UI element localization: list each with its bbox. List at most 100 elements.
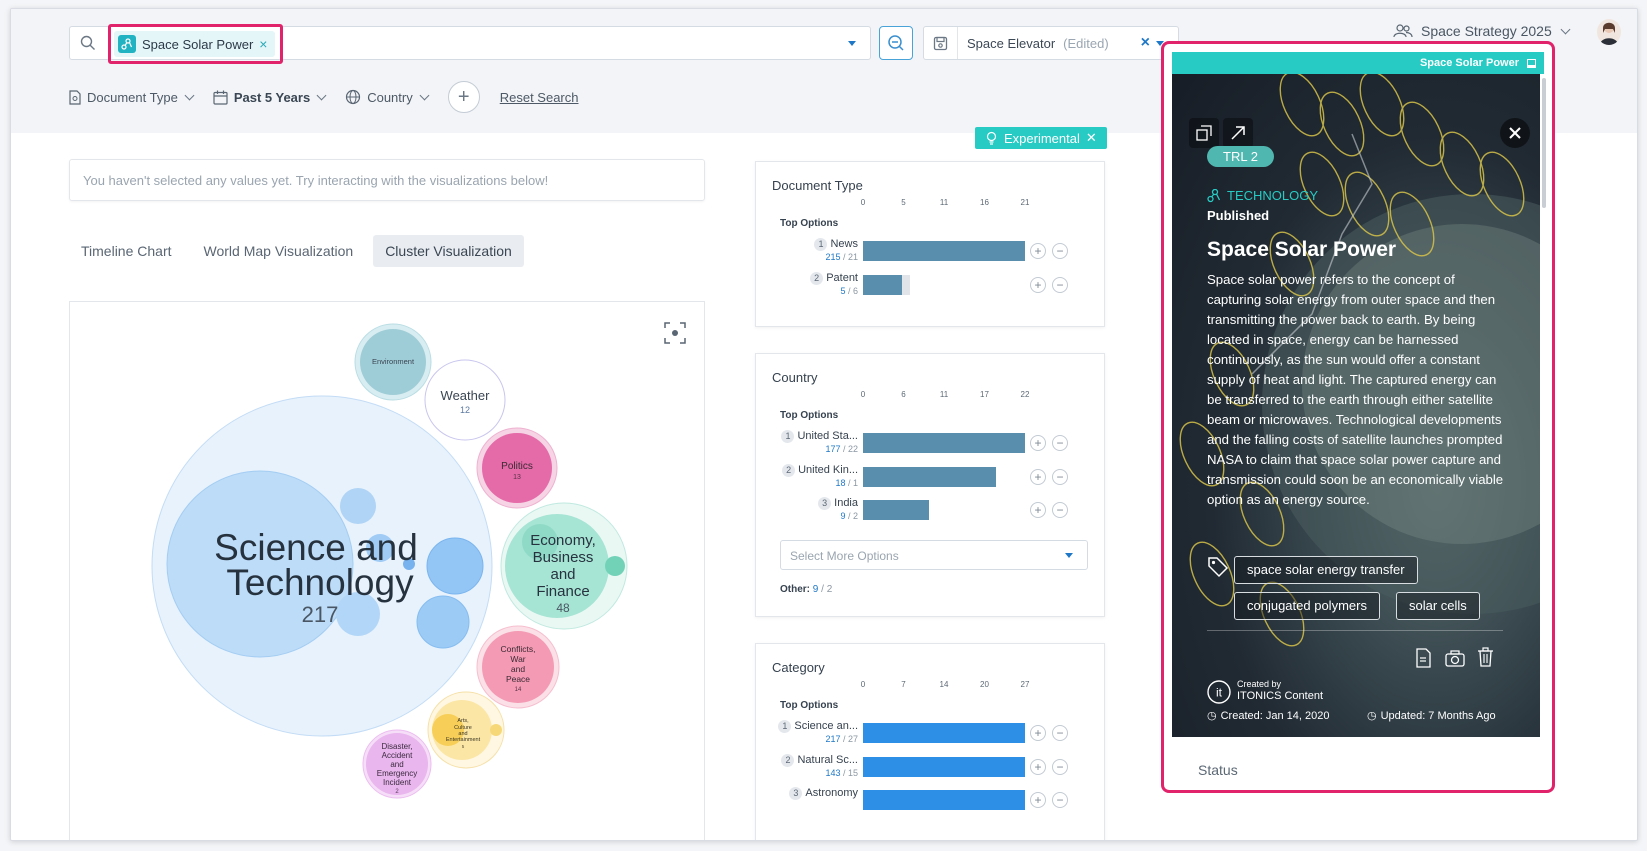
country-filter[interactable]: Country [345,89,430,105]
bubble-politics[interactable]: Politics 13 [476,427,558,509]
facet-row[interactable]: 1 News 215 / 21 + − [756,238,1104,268]
bubble-arts-line3: and [458,731,467,737]
search-dropdown-caret-icon[interactable] [848,41,856,46]
exclude-button[interactable]: − [1052,792,1068,808]
facet-bar[interactable] [863,467,996,487]
bubble-conflicts[interactable]: Conflicts, War and Peace 14 [476,625,560,709]
reset-search-link[interactable]: Reset Search [499,89,579,105]
tag-chip[interactable]: space solar energy transfer [1234,556,1418,584]
include-button[interactable]: + [1030,469,1046,485]
facet-row[interactable]: 2 Natural Sc... 143 / 15 + − [756,754,1104,784]
include-button[interactable]: + [1030,277,1046,293]
facet-bar[interactable] [863,433,1025,453]
bubble-arts-line1: Arts, [457,718,469,724]
row-count: 5 / 6 [840,286,858,296]
facet-row[interactable]: 1 United Sta... 177 / 22 + − [756,430,1104,460]
tick-label: 27 [1020,680,1030,689]
search-input[interactable]: Space Solar Power × [69,24,871,64]
exclude-button[interactable]: − [1052,435,1068,451]
row-count: 18 / 1 [835,478,858,488]
include-button[interactable]: + [1030,243,1046,259]
facet-bar[interactable] [863,275,902,295]
divider [1207,630,1503,631]
bubble-economy[interactable]: Economy, Business and Finance 48 [500,502,628,630]
tab-world-map[interactable]: World Map Visualization [203,243,354,259]
focus-icon[interactable] [664,322,686,344]
axis-ticks: 0 6 11 17 22 [861,390,1030,402]
facet-bar[interactable] [863,790,1025,810]
facet-row[interactable]: 3 Astronomy + − [756,787,1104,817]
avatar[interactable] [1597,19,1621,45]
workspace-selector[interactable]: Space Strategy 2025 [1393,23,1571,39]
globe-icon [346,89,361,105]
bubble-weather[interactable]: Weather 12 [424,359,506,441]
save-icon[interactable] [924,27,958,59]
exclude-button[interactable]: − [1052,759,1068,775]
bubble-environment[interactable]: Environment [354,323,432,401]
experimental-badge[interactable]: Experimental ✕ [975,127,1107,149]
expand-icon[interactable] [1189,118,1219,148]
search-chip-remove-button[interactable]: × [259,36,268,52]
bubble-disaster[interactable]: Disaster, Accident and Emergency Inciden… [362,729,432,799]
app-window: Space Solar Power × Space Elevator (Edit… [10,8,1638,841]
detail-description: Space solar power refers to the concept … [1207,272,1504,507]
include-button[interactable]: + [1030,792,1046,808]
bubble-arts-count: 5 [462,744,465,749]
add-filter-button[interactable]: + [447,81,480,113]
bubble-disaster-line1: Disaster, [381,742,412,751]
saved-search-select[interactable]: Space Elevator (Edited) × [923,26,1179,60]
facet-row[interactable]: 3 India 9 / 2 + − [756,497,1104,527]
close-button[interactable] [1500,118,1530,148]
status-section-title: Status [1198,762,1238,778]
bubble-arts[interactable]: Arts, Culture and Entertainment 5 [427,691,505,769]
include-button[interactable]: + [1030,502,1046,518]
bubble-conflicts-count: 14 [515,687,522,693]
select-more-options-dropdown[interactable]: Select More Options [780,540,1088,570]
facet-bar[interactable] [863,500,930,520]
exclude-button[interactable]: − [1052,243,1068,259]
exclude-button[interactable]: − [1052,469,1068,485]
tab-timeline-chart[interactable]: Timeline Chart [81,243,172,259]
exclude-button[interactable]: − [1052,277,1068,293]
saved-search-clear-button[interactable]: × [1140,34,1150,51]
exclude-button[interactable]: − [1052,502,1068,518]
close-icon[interactable]: ✕ [1085,130,1097,145]
minimize-icon[interactable] [1527,58,1536,68]
tag-chip[interactable]: conjugated polymers [1234,592,1380,620]
facet-row[interactable]: 1 Science an... 217 / 27 + − [756,720,1104,750]
tick-label: 11 [939,198,949,207]
facet-row[interactable]: 2 United Kin... 18 / 1 + − [756,464,1104,494]
facet-country: Country 0 6 11 17 22 Top Options 1 United… [755,353,1105,617]
row-label: 1 Science an... [778,720,858,733]
exclude-button[interactable]: − [1052,725,1068,741]
include-button[interactable]: + [1030,759,1046,775]
bubble-environment-label: Environment [372,357,415,366]
search-chip[interactable]: Space Solar Power × [114,31,276,57]
bubble-science-technology[interactable]: Science and Technology 217 [151,395,493,737]
filter-bar: Document Type Past 5 Years Country + Res… [69,81,579,113]
zoom-out-search-button[interactable] [879,26,913,60]
include-button[interactable]: + [1030,725,1046,741]
top-options-label: Top Options [780,218,839,229]
trash-icon[interactable] [1477,647,1494,667]
date-range-filter[interactable]: Past 5 Years [213,90,327,105]
include-button[interactable]: + [1030,435,1046,451]
cluster-visualization: Science and Technology 217 Environment W… [69,301,705,840]
tab-cluster-visualization[interactable]: Cluster Visualization [373,235,524,267]
workspace-name: Space Strategy 2025 [1421,23,1552,39]
saved-search-caret-icon[interactable] [1156,41,1164,46]
scrollbar[interactable] [1542,78,1546,208]
camera-icon[interactable] [1445,650,1465,667]
add-note-icon[interactable] [1415,648,1433,668]
calendar-icon [213,90,228,105]
tag-chip[interactable]: solar cells [1396,592,1480,620]
saved-search-name: Space Elevator [967,35,1056,51]
facet-bar[interactable] [863,757,1025,777]
facet-bar[interactable] [863,723,1025,743]
saved-search-edited: (Edited) [1063,35,1109,51]
facet-row[interactable]: 2 Patent 5 / 6 + − [756,272,1104,302]
bubble-weather-count: 12 [460,405,470,415]
open-external-icon[interactable] [1223,118,1253,148]
document-type-filter[interactable]: Document Type [69,90,195,105]
facet-bar[interactable] [863,241,1025,261]
